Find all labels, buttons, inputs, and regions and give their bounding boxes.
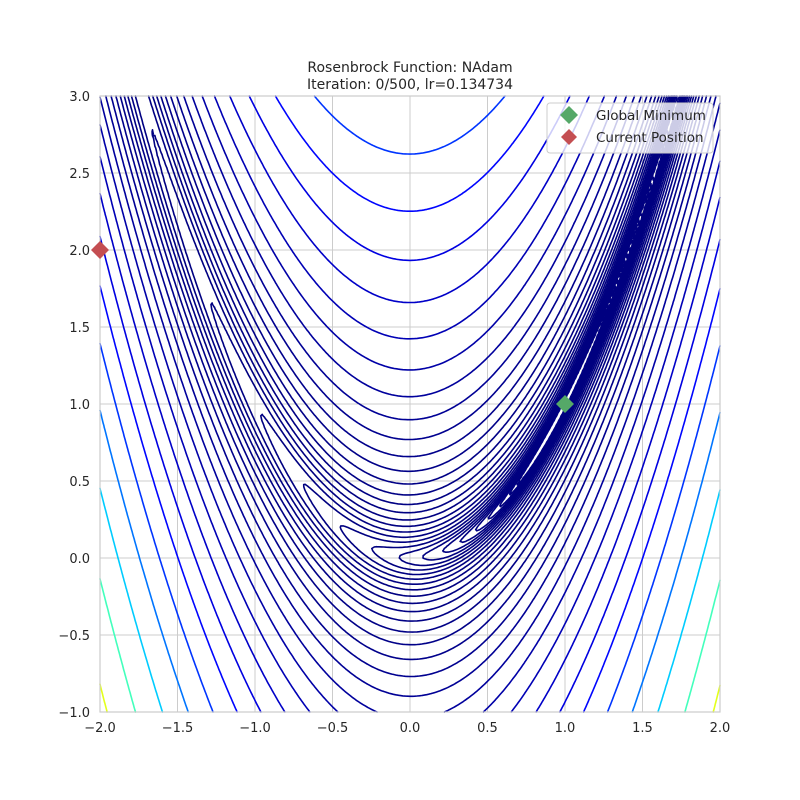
x-tick-label: −1.0 <box>239 721 271 736</box>
contour-line <box>302 95 686 580</box>
contour-line <box>339 95 685 576</box>
chart-subtitle: Iteration: 0/500, lr=0.134734 <box>307 77 513 93</box>
contour-line <box>127 95 698 622</box>
contour-line <box>115 95 708 661</box>
contour-line <box>210 95 689 591</box>
x-tick-label: 1.5 <box>632 721 653 736</box>
x-tick-label: −1.5 <box>162 721 194 736</box>
axis-ticks: −2.0 −1.5 −1.0 −0.5 0.0 0.5 1.0 1.5 2.0 −1.0 −0.5 0… <box>58 90 730 736</box>
contour-line <box>99 95 721 713</box>
contour-lines <box>99 95 721 713</box>
x-tick-label: 2.0 <box>710 721 731 736</box>
contour-line <box>134 95 693 605</box>
x-tick-label: −2.0 <box>84 721 116 736</box>
contour-line <box>99 95 721 713</box>
legend-global-minimum-label: Global Minimum <box>596 108 706 124</box>
contour-line <box>119 95 704 646</box>
y-tick-label: 2.5 <box>69 167 90 182</box>
y-tick-label: 0.0 <box>69 552 90 567</box>
y-tick-label: −0.5 <box>58 629 90 644</box>
y-tick-label: 0.5 <box>69 475 90 490</box>
x-tick-label: 1.0 <box>555 721 576 736</box>
contour-line <box>99 409 721 713</box>
contour-line <box>99 683 721 713</box>
x-tick-label: −0.5 <box>317 721 349 736</box>
legend-current-position-label: Current Position <box>596 130 704 146</box>
y-tick-label: −1.0 <box>58 706 90 721</box>
contour-line <box>99 95 721 713</box>
contour-line <box>398 95 683 567</box>
contour-line <box>99 487 721 713</box>
chart-title: Rosenbrock Function: NAdam <box>307 60 512 76</box>
contour-line <box>151 95 691 597</box>
contour-line <box>99 95 721 713</box>
legend-box <box>546 102 714 154</box>
x-tick-label: 0.0 <box>400 721 421 736</box>
global-minimum-marker <box>556 395 574 413</box>
contour-line <box>130 95 695 613</box>
legend: Global Minimum Current Position <box>546 102 714 154</box>
contour-line <box>123 95 701 633</box>
y-tick-label: 1.0 <box>69 398 90 413</box>
contour-line <box>99 95 721 713</box>
legend-global-minimum-marker <box>560 106 578 124</box>
contour-line <box>260 95 688 585</box>
y-tick-label: 3.0 <box>69 90 90 105</box>
x-tick-label: 0.5 <box>477 721 498 736</box>
contour-line <box>99 578 721 713</box>
y-tick-label: 2.0 <box>69 244 90 259</box>
plot-frame <box>99 95 721 713</box>
contour-line <box>99 95 721 713</box>
contour-line <box>99 95 721 713</box>
markers <box>91 241 574 413</box>
contour-line <box>110 95 712 678</box>
legend-current-position-marker <box>561 129 577 145</box>
contour-line <box>371 95 684 571</box>
current-position-marker <box>91 241 109 259</box>
contour-line <box>105 95 717 698</box>
y-tick-label: 1.5 <box>69 321 90 336</box>
